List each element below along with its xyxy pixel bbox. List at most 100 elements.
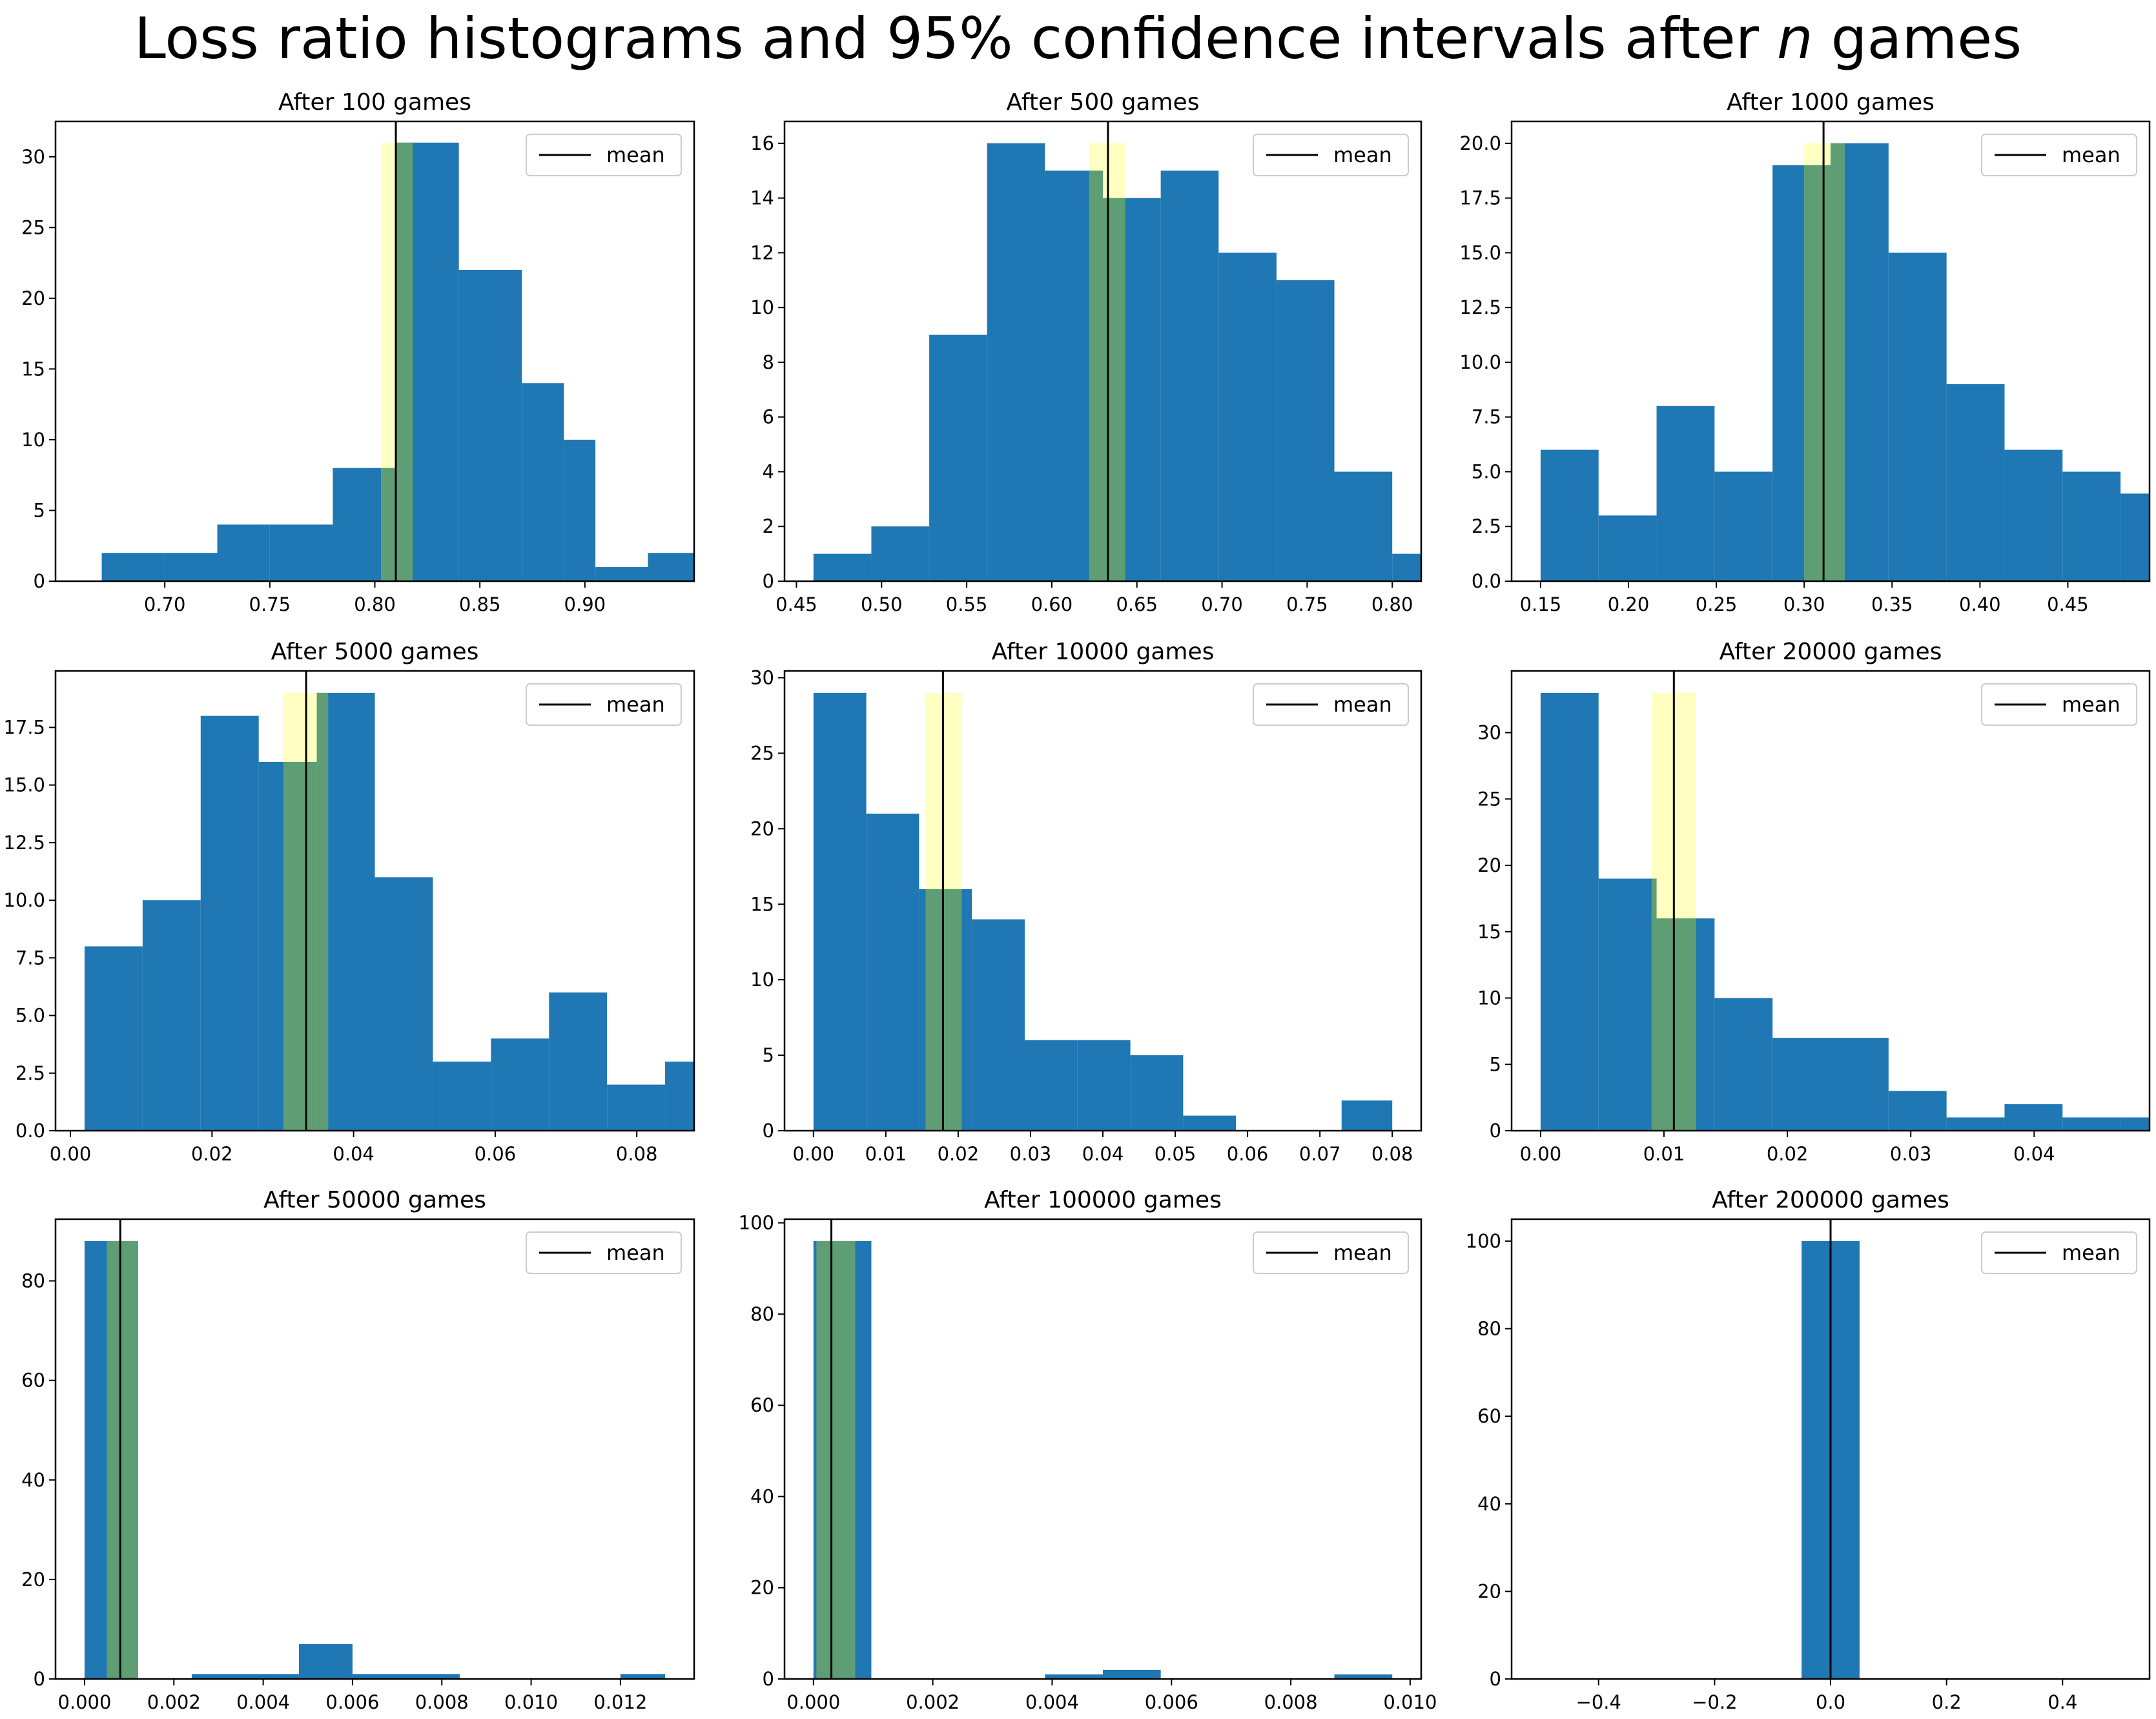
y-tick-label: 20.0 — [1459, 132, 1501, 154]
plot-area — [813, 1219, 1393, 1679]
axes-frame — [1510, 120, 2151, 582]
histogram-bar — [101, 553, 165, 581]
y-tick-label: 0 — [1490, 1668, 1501, 1690]
y-tick-label: 10.0 — [1459, 351, 1501, 373]
ci-overlap — [1651, 878, 1657, 1131]
y-tick-label: 60 — [750, 1394, 774, 1416]
y-tick-label: 40 — [21, 1469, 45, 1491]
y-tick-label: 4 — [763, 460, 774, 482]
x-tick-label: 0.50 — [861, 593, 903, 615]
histogram-bar — [491, 1038, 549, 1131]
histogram-panel-6: 0.00 0.01 0.02 0.03 0.04 0 5 10 15 20 25 30 After 20… — [1477, 639, 2151, 1165]
histogram-bar — [1276, 280, 1335, 581]
legend-mean-label: mean — [2062, 1240, 2120, 1265]
legend: mean — [1981, 683, 2137, 726]
y-tick-label: 15 — [1477, 921, 1501, 943]
histogram-bar — [1130, 1055, 1184, 1131]
ci-overlap — [1089, 170, 1103, 581]
legend: mean — [1253, 683, 1409, 726]
x-tick-label: 0.0 — [1816, 1691, 1845, 1713]
legend-box — [1253, 1231, 1409, 1274]
histogram-panel-4: 0.00 0.02 0.04 0.06 0.08 0.0 2.5 5.0 7.5 10.0 12.5… — [3, 639, 695, 1165]
histogram-bar — [1103, 1669, 1161, 1679]
subplot-title: After 20000 games — [1720, 639, 1942, 665]
y-tick-label: 40 — [1477, 1493, 1501, 1515]
x-tick-label: 0.65 — [1116, 593, 1158, 615]
histogram-bar — [217, 524, 270, 581]
histogram-bar — [1024, 1040, 1078, 1131]
histogram-bar — [2120, 493, 2150, 581]
axes-frame — [783, 120, 1422, 582]
histogram-bar — [165, 553, 218, 581]
x-tick-label: 0.20 — [1608, 593, 1650, 615]
x-tick-label: 0.004 — [236, 1691, 290, 1713]
histogram-bar — [1218, 252, 1277, 581]
legend-box — [1981, 683, 2137, 726]
y-tick-label: 0 — [763, 1668, 774, 1690]
legend: mean — [526, 1231, 682, 1274]
y-tick-label: 15 — [21, 358, 45, 380]
ci-overlap — [381, 468, 396, 581]
histogram-bar — [1160, 170, 1219, 581]
ci-overlap — [816, 1240, 856, 1679]
ci-overlap — [1103, 198, 1125, 581]
legend-mean-label: mean — [2062, 143, 2120, 167]
y-tick-label: 16 — [750, 132, 774, 154]
y-tick-label: 7.5 — [15, 947, 45, 969]
y-tick-label: 12.5 — [1459, 296, 1501, 318]
ci-overlap — [396, 142, 413, 581]
plot-area — [813, 121, 1421, 581]
y-tick-label: 80 — [21, 1270, 45, 1292]
histogram-bar — [298, 1644, 353, 1679]
x-tick-label: 0.45 — [775, 593, 817, 615]
x-tick-label: 0.2 — [1932, 1691, 1962, 1713]
histogram-bar — [1392, 553, 1421, 581]
y-tick-label: 2.5 — [1472, 515, 1501, 537]
y-tick-label: 15.0 — [3, 774, 45, 796]
y-tick-label: 100 — [1466, 1230, 1501, 1252]
subplot-title: After 100 games — [278, 89, 471, 116]
x-tick-label: 0.00 — [50, 1143, 92, 1165]
y-tick-label: 20 — [21, 287, 45, 309]
y-tick-label: 80 — [1477, 1318, 1501, 1340]
y-tick-label: 40 — [750, 1485, 774, 1507]
x-tick-label: 0.04 — [2013, 1143, 2055, 1165]
histogram-bar — [375, 877, 433, 1131]
y-tick-label: 17.5 — [3, 716, 45, 738]
subplot-title: After 200000 games — [1712, 1187, 1949, 1213]
x-tick-label: 0.70 — [144, 593, 186, 615]
x-tick-label: 0.55 — [946, 593, 988, 615]
y-tick-label: 5 — [1490, 1053, 1501, 1075]
histogram-bar — [871, 526, 930, 581]
x-tick-label: 0.01 — [1643, 1143, 1685, 1165]
y-tick-label: 80 — [750, 1303, 774, 1325]
y-tick-label: 25 — [21, 216, 45, 238]
histogram-bar — [549, 992, 608, 1131]
x-tick-label: 0.008 — [415, 1691, 469, 1713]
y-tick-label: 20 — [750, 1577, 774, 1599]
y-tick-label: 10.0 — [3, 889, 45, 911]
histogram-bar — [1772, 1038, 1831, 1131]
histogram-bar — [2062, 1117, 2121, 1131]
ci-overlap — [316, 692, 329, 1131]
x-tick-label: 0.006 — [325, 1691, 379, 1713]
x-tick-label: 0.05 — [1155, 1143, 1196, 1165]
x-tick-label: 0.04 — [1082, 1143, 1124, 1165]
y-tick-label: 5 — [34, 499, 45, 521]
y-tick-label: 20 — [1477, 1580, 1501, 1602]
histogram-panel-8: 0.000 0.002 0.004 0.006 0.008 0.010 0 20 40 60 80 1… — [739, 1187, 1437, 1713]
histogram-bar — [972, 919, 1025, 1131]
subplot-title: After 500 games — [1007, 89, 1200, 116]
y-tick-label: 0 — [763, 1120, 774, 1142]
x-tick-label: 0.08 — [616, 1143, 658, 1165]
histogram-bar — [1045, 1674, 1103, 1679]
histogram-bar — [1714, 471, 1773, 581]
x-tick-label: 0.010 — [504, 1691, 558, 1713]
histogram-bar — [813, 692, 867, 1131]
histogram-bar — [987, 143, 1045, 581]
histogram-bar — [813, 553, 872, 581]
x-tick-label: 0.010 — [1383, 1691, 1437, 1713]
y-tick-label: 25 — [1477, 788, 1501, 810]
histogram-bar — [1656, 406, 1715, 581]
legend-box — [526, 683, 682, 726]
